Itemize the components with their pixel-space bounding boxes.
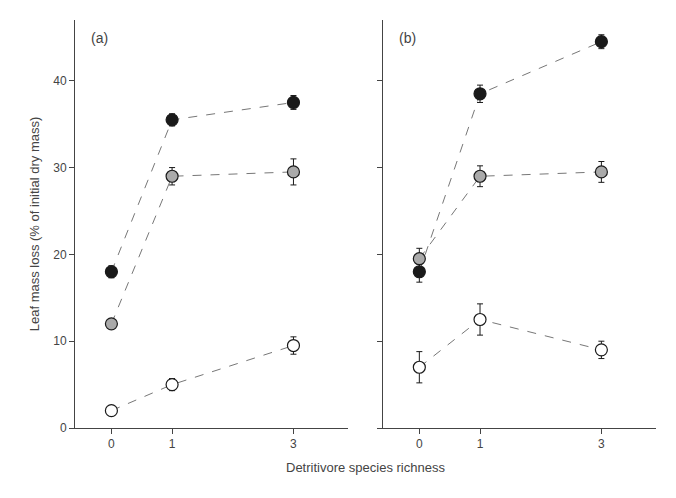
svg-text:(b): (b) (399, 30, 416, 46)
svg-text:Detritivore species richness: Detritivore species richness (286, 460, 445, 475)
svg-text:(a): (a) (91, 30, 108, 46)
svg-text:10: 10 (53, 334, 67, 348)
svg-text:3: 3 (598, 437, 605, 451)
svg-text:40: 40 (53, 74, 67, 88)
svg-text:0: 0 (108, 437, 115, 451)
svg-text:0: 0 (416, 437, 423, 451)
svg-text:20: 20 (53, 248, 67, 262)
svg-text:0: 0 (60, 421, 67, 435)
svg-text:30: 30 (53, 161, 67, 175)
svg-text:1: 1 (477, 437, 484, 451)
svg-text:Leaf mass loss (% of initial d: Leaf mass loss (% of initial dry mass) (27, 117, 42, 332)
svg-text:3: 3 (290, 437, 297, 451)
svg-text:1: 1 (169, 437, 176, 451)
